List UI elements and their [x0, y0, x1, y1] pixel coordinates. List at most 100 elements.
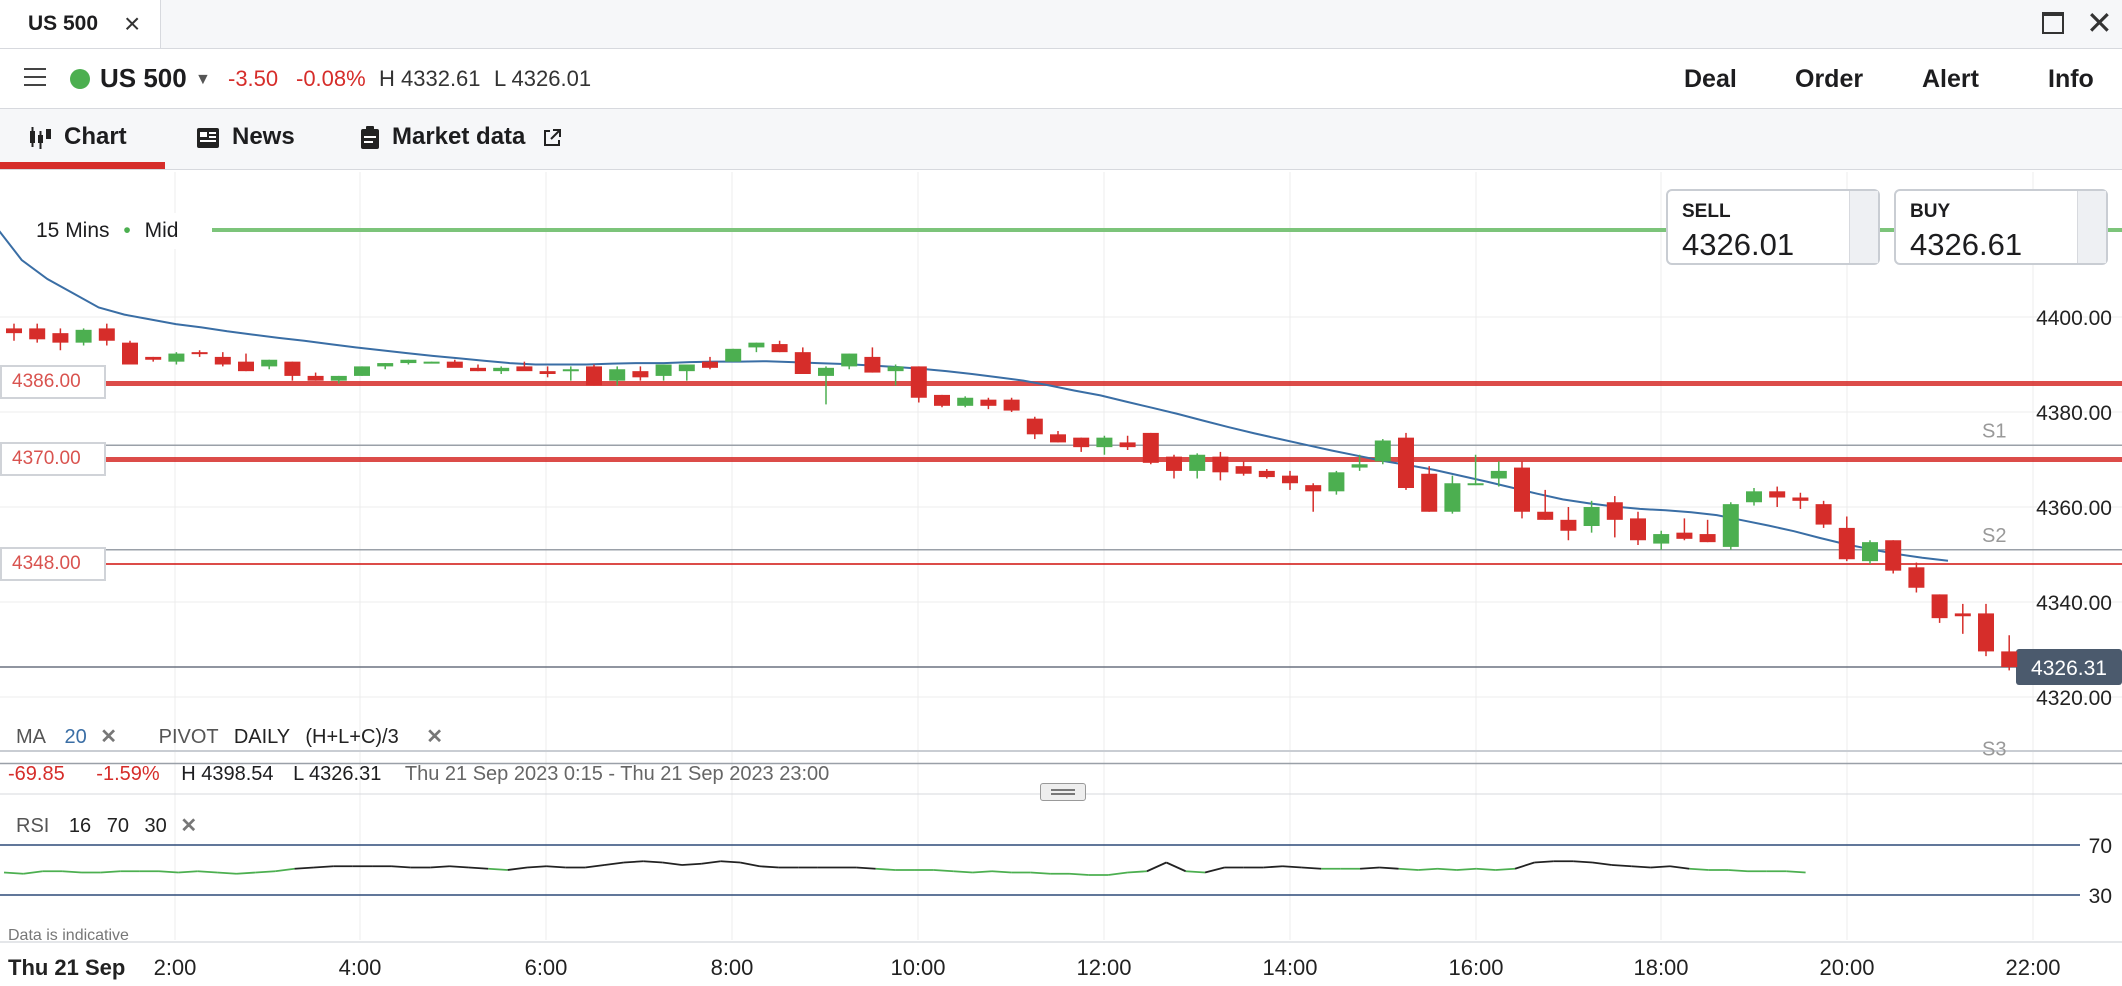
- price-type-label: Mid: [144, 219, 179, 242]
- candle-body: [655, 364, 672, 376]
- market-name[interactable]: US 500: [100, 63, 187, 93]
- candle-body: [1722, 504, 1739, 547]
- rsi-line-segment: [1263, 865, 1283, 869]
- pane-resize-handle[interactable]: [1040, 783, 1086, 801]
- candle-body: [446, 361, 463, 368]
- rsi-line-segment: [662, 861, 683, 866]
- candle-body: [702, 361, 718, 368]
- remove-pivot-icon[interactable]: ✕: [426, 726, 444, 748]
- buy-label: BUY: [1910, 201, 1951, 222]
- candle-body: [307, 375, 324, 381]
- deal-button[interactable]: Deal: [1684, 65, 1737, 93]
- hamburger-menu-icon[interactable]: [24, 68, 46, 86]
- y-tick-label: 4360.00: [2036, 497, 2112, 520]
- candle-body: [29, 328, 46, 340]
- sell-bar: [1849, 191, 1878, 263]
- price-chart[interactable]: S1 S2 S3 4326.31 70 30 2:00 4:00 6:00 8:00 10:00…: [0, 170, 2122, 986]
- level-label-4370[interactable]: 4370.00: [0, 442, 106, 476]
- candle-body: [1096, 437, 1113, 448]
- close-window-icon[interactable]: ✕: [2086, 5, 2113, 41]
- candle-body: [1676, 532, 1693, 539]
- candle-body: [75, 329, 92, 343]
- remove-rsi-icon[interactable]: ✕: [180, 815, 198, 837]
- candle-body: [725, 348, 742, 362]
- candle-body: [1073, 437, 1090, 448]
- rsi-line-segment: [1437, 867, 1457, 871]
- level-label-4348[interactable]: 4348.00: [0, 547, 106, 581]
- clipboard-icon: [361, 125, 379, 149]
- sell-button[interactable]: SELL 4326.01: [1666, 189, 1880, 265]
- candle-body: [980, 399, 997, 406]
- window-tab-bar: US 500 × ✕: [0, 0, 2122, 49]
- candle-body: [2001, 651, 2018, 668]
- rsi-line-segment: [623, 860, 644, 864]
- rsi-line-segment: [546, 865, 566, 869]
- candle-body: [818, 367, 834, 376]
- candle-body: [168, 353, 185, 362]
- candle-body: [1885, 540, 1902, 571]
- rsi-line-segment: [1282, 865, 1302, 869]
- rsi-line-segment: [1379, 866, 1399, 870]
- candle-body: [214, 356, 231, 365]
- candle-body: [1235, 466, 1252, 474]
- rsi-line-segment: [1146, 861, 1167, 873]
- tab-us500[interactable]: US 500 ×: [0, 0, 161, 48]
- x-tick-label: 6:00: [525, 955, 568, 980]
- candle-body: [841, 353, 858, 367]
- candle-body: [539, 371, 556, 374]
- candle-body: [6, 328, 22, 334]
- candle-body: [1258, 470, 1275, 478]
- candle-body: [122, 342, 138, 365]
- tab-chart[interactable]: Chart: [28, 123, 127, 169]
- caret-down-icon[interactable]: ▼: [195, 71, 211, 88]
- tab-market-data-label: Market data: [392, 123, 526, 150]
- candle-body: [1490, 470, 1507, 479]
- remove-ma-icon[interactable]: ✕: [100, 726, 118, 748]
- tab-news[interactable]: News: [196, 123, 295, 169]
- rsi-line-segment: [197, 870, 218, 874]
- candle-body: [1003, 399, 1020, 411]
- price-change-percent: -0.08%: [296, 66, 366, 91]
- candle-body: [864, 356, 881, 373]
- rsi-line-segment: [1359, 866, 1380, 870]
- candle-body: [377, 363, 394, 367]
- order-button[interactable]: Order: [1795, 65, 1864, 93]
- current-price-tag: [2016, 649, 2122, 686]
- rsi-line-segment: [158, 870, 179, 874]
- tab-market-data[interactable]: Market data: [360, 123, 562, 169]
- price-change: -3.50: [228, 66, 279, 91]
- alert-button[interactable]: Alert: [1922, 65, 1979, 93]
- rsi-line-segment: [1127, 870, 1148, 874]
- candle-body: [1305, 485, 1322, 492]
- rsi-line-segment: [1786, 870, 1806, 874]
- rsi-line-segment: [1456, 867, 1477, 871]
- y-tick-label: 4380.00: [2036, 402, 2112, 425]
- rsi-oversold: 30: [144, 815, 167, 837]
- timeframe-selector[interactable]: 15 Mins • Mid: [22, 213, 193, 249]
- info-button[interactable]: Info: [2048, 65, 2094, 93]
- candle-body: [493, 367, 510, 372]
- buy-button[interactable]: BUY 4326.61: [1894, 189, 2108, 265]
- tab-chart-label: Chart: [64, 123, 127, 150]
- pivot-label: PIVOT: [158, 726, 219, 748]
- rsi-line-segment: [1573, 860, 1593, 864]
- rsi-line-segment: [313, 865, 334, 869]
- rsi-level-label: 70: [2089, 835, 2112, 858]
- rsi-line-segment: [507, 866, 528, 871]
- rsi-line-segment: [449, 865, 469, 869]
- rsi-line-segment: [739, 861, 760, 868]
- candle-body: [771, 344, 788, 353]
- candle-body: [1119, 442, 1136, 448]
- level-label-4386[interactable]: 4386.00: [0, 365, 106, 399]
- rsi-line-segment: [468, 866, 489, 870]
- close-tab-icon[interactable]: ×: [124, 8, 141, 39]
- candle-body: [1467, 483, 1484, 486]
- candle-body: [1583, 507, 1600, 526]
- maximize-icon[interactable]: [2042, 12, 2064, 34]
- candle-body: [1560, 519, 1577, 531]
- rsi-line-segment: [1592, 861, 1612, 866]
- candle-body: [261, 359, 278, 367]
- rsi-line-segment: [1301, 866, 1322, 870]
- candle-body: [1537, 511, 1554, 520]
- candle-body: [1514, 467, 1530, 512]
